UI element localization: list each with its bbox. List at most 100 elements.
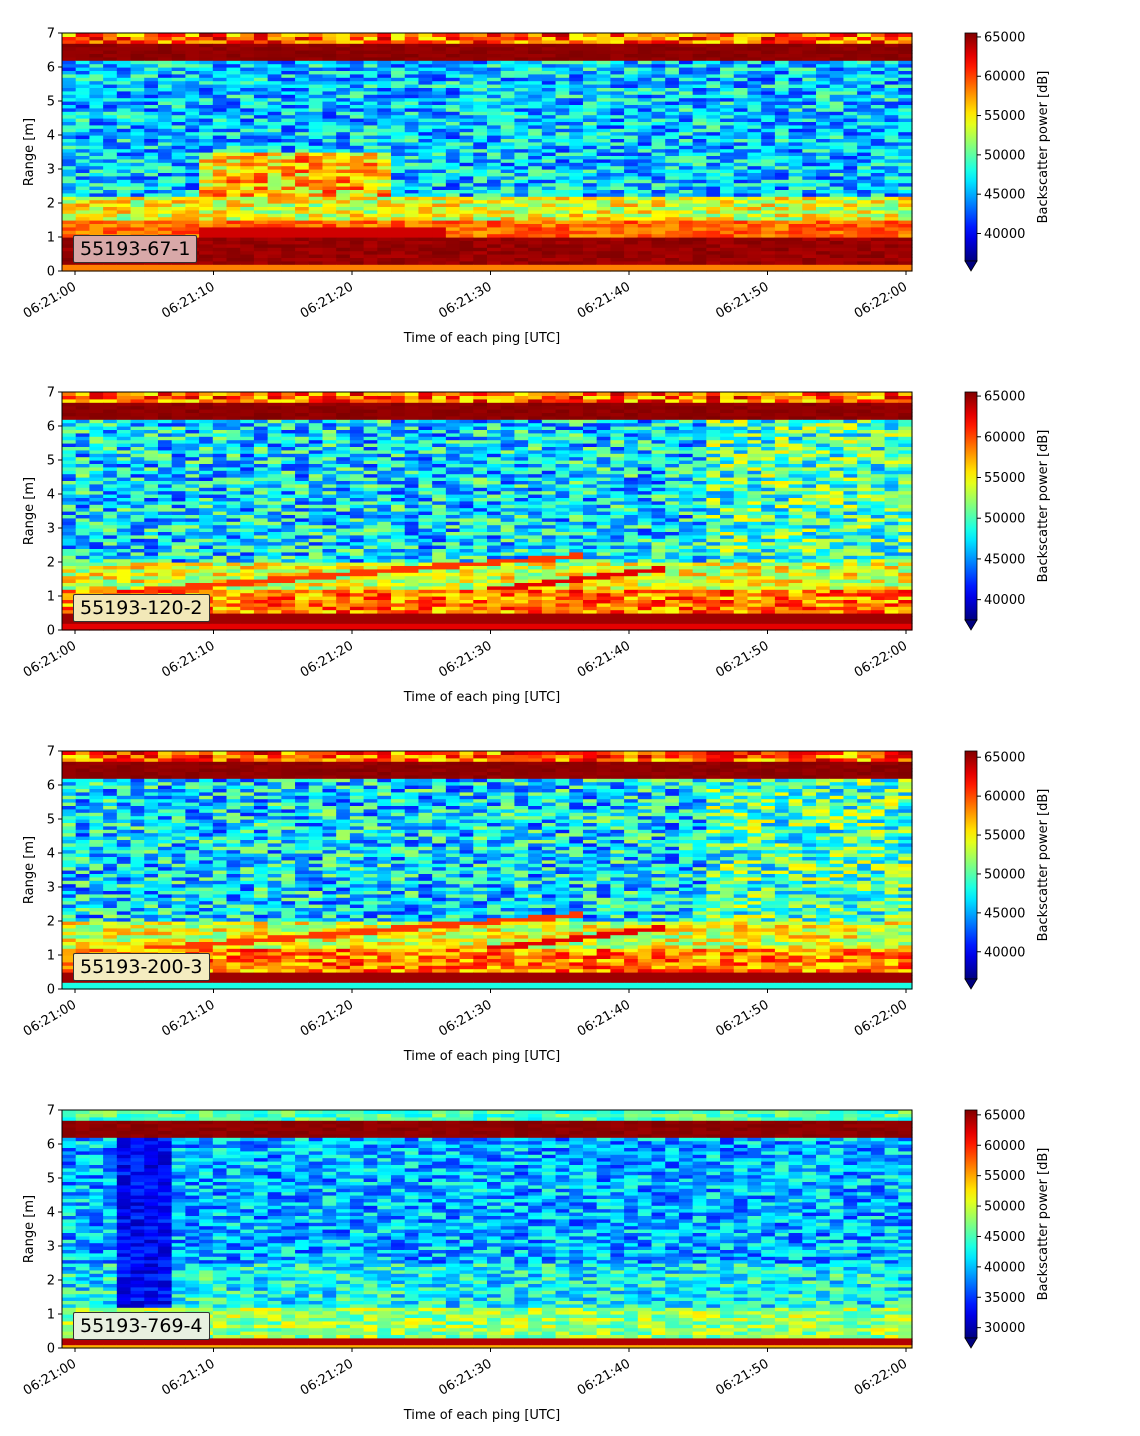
heatmap-cell: [445, 186, 461, 190]
heatmap-cell: [253, 63, 269, 68]
heatmap-cell: [418, 111, 433, 116]
heatmap-cell: [391, 175, 406, 180]
heatmap-cell: [706, 87, 721, 92]
heatmap-cell: [610, 111, 625, 116]
heatmap-cell: [761, 77, 776, 82]
heatmap-cell: [514, 267, 529, 272]
heatmap-cell: [665, 182, 680, 187]
heatmap-cell: [637, 131, 653, 136]
heatmap-cell: [651, 182, 666, 187]
heatmap-cell: [391, 128, 406, 133]
heatmap-cell: [459, 172, 474, 177]
heatmap-cell: [445, 223, 461, 228]
heatmap-cell: [665, 46, 680, 51]
heatmap-cell: [130, 487, 145, 492]
heatmap-cell: [870, 131, 886, 136]
heatmap-cell: [665, 43, 680, 48]
heatmap-cell: [349, 124, 365, 129]
heatmap-cell: [377, 77, 392, 82]
heatmap-cell: [363, 107, 378, 112]
heatmap-cell: [253, 46, 269, 51]
heatmap-cell: [445, 94, 461, 99]
heatmap-cell: [761, 216, 776, 221]
heatmap-cell: [637, 247, 653, 252]
heatmap-cell: [788, 162, 803, 167]
heatmap-cell: [596, 216, 611, 221]
heatmap-cell: [418, 206, 433, 211]
heatmap-cell: [281, 267, 296, 272]
heatmap-cell: [665, 111, 680, 116]
heatmap-cell: [720, 53, 735, 58]
heatmap-cell: [377, 179, 392, 184]
heatmap-cell: [624, 43, 639, 48]
heatmap-cell: [240, 206, 255, 211]
heatmap-cell: [528, 260, 543, 265]
heatmap-cell: [747, 77, 762, 82]
heatmap-cell: [747, 145, 762, 150]
heatmap-cell: [267, 158, 282, 163]
heatmap-cell: [89, 175, 104, 180]
heatmap-cell: [665, 80, 680, 85]
heatmap-cell: [610, 165, 625, 170]
heatmap-cell: [802, 131, 817, 136]
heatmap-cell: [569, 135, 584, 139]
heatmap-cell: [651, 131, 666, 136]
heatmap-cell: [884, 209, 899, 214]
heatmap-cell: [103, 196, 118, 201]
heatmap-cell: [788, 257, 803, 262]
heatmap-cell: [199, 73, 214, 78]
heatmap-cell: [802, 250, 817, 255]
heatmap-cell: [199, 247, 214, 252]
heatmap-cell: [432, 243, 447, 248]
heatmap-cell: [267, 145, 282, 150]
heatmap-cell: [349, 264, 365, 269]
heatmap-cell: [240, 90, 255, 95]
heatmap-cell: [816, 175, 831, 180]
heatmap-cell: [157, 111, 173, 116]
heatmap-cell: [253, 97, 269, 102]
heatmap-cell: [610, 90, 625, 95]
heatmap-cell: [295, 39, 310, 44]
heatmap-cell: [116, 186, 132, 190]
heatmap-cell: [500, 107, 516, 112]
heatmap-cell: [185, 138, 200, 143]
heatmap-cell: [788, 131, 803, 136]
heatmap-cell: [816, 223, 831, 228]
heatmap-cell: [610, 189, 625, 194]
heatmap-cell: [528, 199, 543, 204]
heatmap-cell: [404, 114, 420, 119]
heatmap-cell: [651, 53, 666, 58]
heatmap-cell: [212, 226, 228, 231]
heatmap-cell: [89, 155, 104, 160]
heatmap-cell: [473, 77, 488, 82]
heatmap-cell: [774, 138, 790, 143]
heatmap-cell: [130, 84, 145, 88]
heatmap-cell: [281, 56, 296, 61]
heatmap-cell: [487, 155, 502, 160]
heatmap-cell: [610, 84, 625, 88]
heatmap-cell: [267, 240, 282, 245]
heatmap-cell: [678, 73, 694, 78]
heatmap-cell: [404, 138, 420, 143]
heatmap-cell: [774, 264, 790, 269]
heatmap-cell: [706, 124, 721, 129]
heatmap-cell: [459, 131, 474, 136]
heatmap-cell: [377, 189, 392, 194]
heatmap-cell: [171, 138, 186, 143]
heatmap-cell: [432, 247, 447, 252]
heatmap-cell: [596, 206, 611, 211]
heatmap-cell: [624, 128, 639, 133]
heatmap-cell: [281, 186, 296, 190]
heatmap-cell: [363, 213, 378, 218]
heatmap-cell: [89, 206, 104, 211]
heatmap-cell: [349, 131, 365, 136]
heatmap-cell: [637, 84, 653, 88]
heatmap-cell: [89, 196, 104, 201]
heatmap-cell: [144, 155, 159, 160]
heatmap-cell: [308, 158, 324, 163]
heatmap-cell: [391, 141, 406, 146]
heatmap-cell: [624, 206, 639, 211]
heatmap-cell: [116, 118, 132, 122]
heatmap-cell: [733, 233, 749, 238]
heatmap-cell: [445, 39, 461, 44]
